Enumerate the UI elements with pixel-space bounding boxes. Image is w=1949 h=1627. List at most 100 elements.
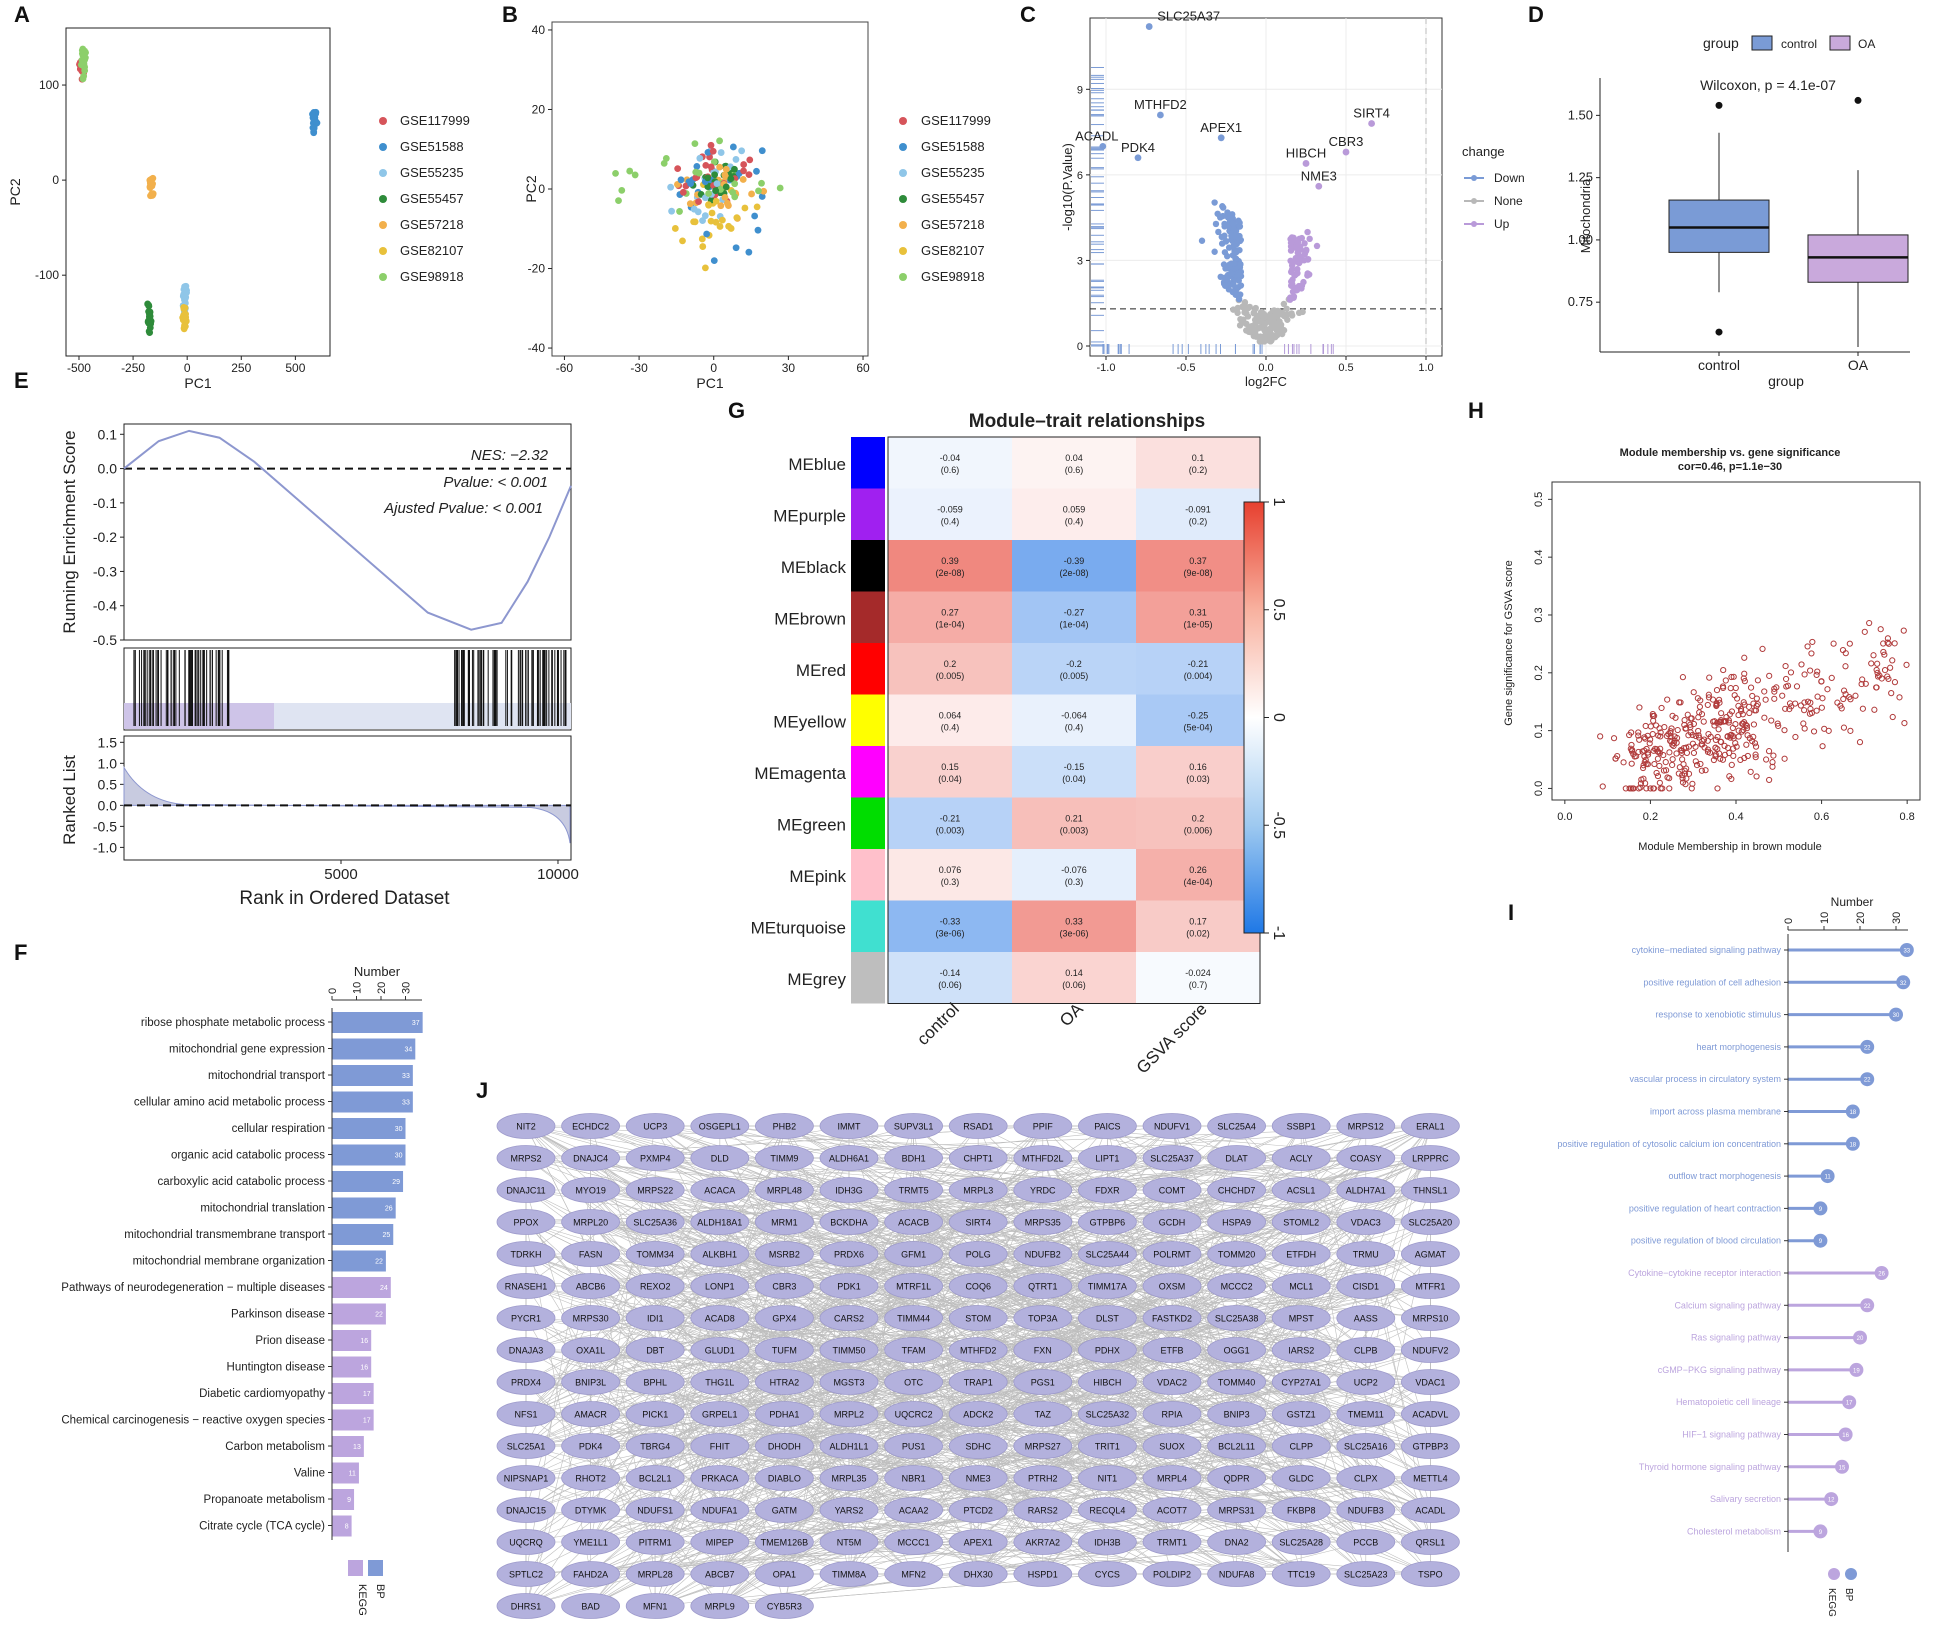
gene-label: MTHFD2 [1134,97,1187,112]
y-tick-label: 0.5 [98,776,118,792]
y-axis-title: Gene significance for GSVA score [1503,560,1515,726]
point [1641,753,1648,760]
cell-pvalue: (0.003) [936,825,965,835]
network-node [625,1593,685,1619]
point [660,159,668,167]
node-label: PTRH2 [1028,1474,1058,1484]
lollipop-value: 32 [1900,981,1907,987]
node-label: MRPL28 [638,1570,673,1580]
node-label: NDUFV2 [1412,1346,1448,1356]
point [712,187,720,195]
network-node [625,1273,685,1299]
node-label: HIBCH [1093,1378,1121,1388]
point [1689,780,1696,787]
colorbar [1243,501,1265,934]
point [1673,750,1680,757]
column-label: GSVA score [1133,999,1211,1077]
node-label: NDUFS1 [637,1506,673,1516]
point [739,176,747,183]
y-tick-label: -0.3 [93,563,117,579]
y-tick-label: 3 [1077,255,1083,267]
y-tick-label: 40 [532,23,546,37]
point [1629,785,1636,792]
node-label: TRMT1 [1157,1538,1187,1548]
network-node [1207,1433,1266,1459]
cell-pvalue: (0.4) [1065,516,1084,526]
point [1685,770,1693,777]
cell-value: -0.064 [1061,710,1087,720]
network-node [1013,1369,1073,1395]
network-edge [654,1157,850,1575]
point [145,308,153,316]
network-node [690,1561,750,1587]
point [703,230,711,238]
node-label: TIMM9 [770,1154,798,1164]
labeled-point [1368,120,1375,127]
bar [332,1489,355,1510]
point [1669,712,1676,719]
point [674,165,682,173]
network-node [1013,1497,1073,1523]
point-down [1198,237,1206,244]
node-label: NDUFA1 [702,1506,738,1516]
network-node [819,1337,879,1363]
point [1678,749,1685,757]
point [1813,671,1820,679]
network-node [1207,1497,1266,1523]
bar [332,1330,372,1351]
network-node [496,1145,556,1171]
point [1705,691,1712,698]
lollipop-head [1853,1330,1867,1345]
row-label: MEblue [788,455,846,474]
node-label: OXA1L [576,1346,605,1356]
node-label: IDI1 [647,1314,664,1324]
network-edge [525,1413,1043,1511]
point-none [1256,338,1264,345]
bar [332,1065,413,1086]
network-node [819,1561,879,1587]
point [1743,741,1750,748]
point [1891,640,1898,647]
heatmap-cell [888,849,1012,901]
x-tick-label: -500 [67,361,91,375]
network-node [1401,1369,1460,1395]
stat-annotation: Wilcoxon, p = 4.1e-07 [1700,77,1836,93]
network-node [755,1369,814,1395]
node-label: DNA2 [1225,1538,1249,1548]
point-up [1290,234,1297,242]
node-label: ETFDH [1286,1250,1316,1260]
heatmap-cell [1012,900,1136,952]
network-node [1142,1369,1202,1395]
row-label: MEmagenta [754,764,846,783]
network-node [1336,1497,1396,1523]
x-tick-label: 0 [710,361,717,375]
network-node [690,1529,750,1555]
network-node [819,1529,879,1555]
network-node [1207,1241,1266,1267]
point [1733,695,1741,702]
tick-label: 20 [1855,912,1867,924]
point [1874,669,1881,676]
bar [332,1118,406,1139]
point-down [1219,203,1226,210]
point [1781,727,1788,734]
network-node [948,1465,1008,1491]
point [1842,663,1849,670]
network-node [819,1401,879,1427]
network-node [1142,1465,1202,1491]
network-edge [590,1253,1043,1543]
point [746,156,754,164]
node-label: ALDH6A1 [829,1154,869,1164]
point [1612,755,1619,762]
point [1689,740,1697,747]
network-node [1207,1113,1266,1139]
pvalue-text: Pvalue: < 0.001 [443,474,548,491]
point-none [1236,322,1244,329]
category-label: HIF−1 signaling pathway [1682,1430,1781,1440]
point [1880,648,1887,656]
category-label: Pathways of neurodegeneration − multiple… [61,1282,325,1294]
point [668,207,676,215]
node-label: BDH1 [902,1154,926,1164]
point [699,243,707,250]
network-node [1401,1561,1460,1587]
